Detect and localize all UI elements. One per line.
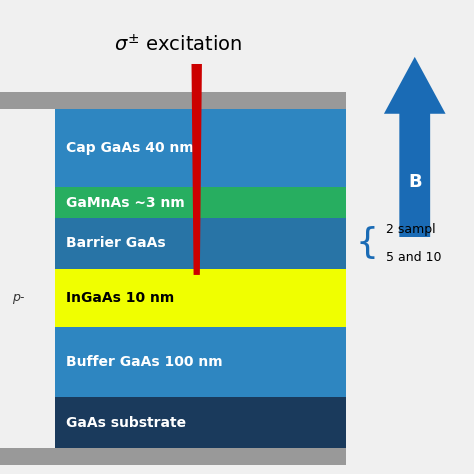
Bar	[0, 448, 346, 465]
Polygon shape	[191, 64, 202, 275]
Text: Cap GaAs 40 nm: Cap GaAs 40 nm	[66, 141, 194, 155]
Bar	[55, 109, 346, 187]
Bar	[55, 269, 346, 327]
Bar	[0, 92, 346, 109]
Bar	[55, 187, 346, 218]
Text: 2 sampl: 2 sampl	[386, 223, 436, 236]
Bar	[55, 218, 346, 269]
Text: Buffer GaAs 100 nm: Buffer GaAs 100 nm	[66, 355, 223, 369]
Text: 5 and 10: 5 and 10	[386, 251, 442, 264]
Text: Barrier GaAs: Barrier GaAs	[66, 237, 166, 250]
FancyArrow shape	[384, 57, 446, 237]
Text: {: {	[356, 227, 379, 260]
Bar	[55, 397, 346, 448]
Text: GaAs substrate: GaAs substrate	[66, 416, 186, 429]
Text: p-: p-	[12, 292, 24, 304]
Text: B: B	[408, 173, 421, 191]
Text: GaMnAs ~3 nm: GaMnAs ~3 nm	[66, 195, 185, 210]
Bar	[55, 327, 346, 397]
Text: InGaAs 10 nm: InGaAs 10 nm	[66, 291, 174, 305]
Text: $\sigma^{\pm}$ excitation: $\sigma^{\pm}$ excitation	[114, 35, 242, 55]
